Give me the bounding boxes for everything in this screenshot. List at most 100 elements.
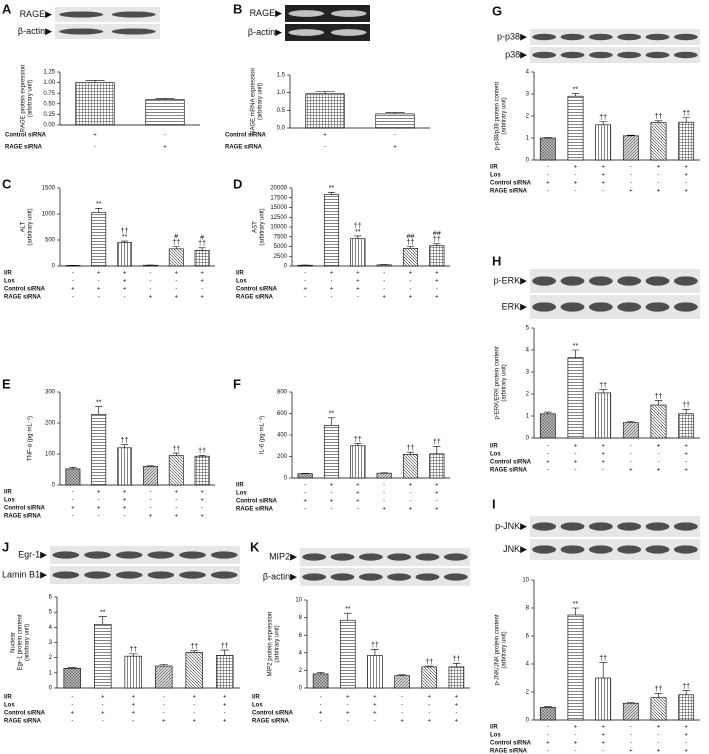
- condition-sign: -: [658, 733, 660, 739]
- error-bar: [69, 467, 77, 469]
- blot-band: [210, 551, 238, 559]
- panel-letter: E: [2, 376, 11, 391]
- condition-sign: +: [330, 287, 334, 293]
- blot-band: [147, 571, 175, 579]
- condition-sign: -: [685, 181, 687, 187]
- blot-label: p-p38▶: [497, 31, 527, 41]
- blot-label: RAGE▶: [250, 8, 283, 18]
- y-tick-label: 4: [299, 650, 303, 656]
- condition-label: Control siRNA: [252, 711, 294, 717]
- condition-label: RAGE siRNA: [4, 514, 42, 520]
- blot-band: [288, 29, 325, 36]
- blot-band: [358, 553, 383, 561]
- bar: [350, 238, 366, 267]
- condition-sign: -: [383, 287, 385, 293]
- condition-sign: -: [224, 711, 226, 717]
- condition-sign: -: [320, 719, 322, 725]
- bar: [124, 655, 142, 689]
- condition-sign: -: [331, 491, 333, 497]
- condition-sign: +: [435, 507, 439, 513]
- condition-sign: -: [383, 491, 385, 497]
- condition-sign: -: [304, 491, 306, 497]
- blot-band: [532, 302, 557, 312]
- bar: [376, 472, 392, 479]
- condition-sign: +: [149, 514, 153, 520]
- bar: [94, 623, 112, 689]
- blot-band: [617, 522, 642, 531]
- y-tick-label: 2: [299, 668, 303, 674]
- condition-label: RAGE siRNA: [225, 145, 263, 151]
- significance-mark: **: [573, 86, 579, 93]
- y-axis-label: (arbitrary unit): [502, 631, 508, 668]
- error-bar: [433, 243, 441, 246]
- bar: [194, 455, 210, 486]
- condition-label: Control siRNA: [490, 460, 532, 466]
- significance-mark: **: [355, 229, 361, 236]
- condition-sign: +: [684, 189, 688, 195]
- error-bar: [371, 648, 379, 656]
- condition-sign: +: [101, 695, 105, 701]
- condition-label: RAGE siRNA: [490, 468, 528, 474]
- blot-band: [330, 553, 355, 561]
- condition-sign: +: [356, 491, 360, 497]
- error-bar: [172, 246, 180, 249]
- blot-band: [59, 11, 104, 18]
- blot-label: β-actin▶: [263, 571, 297, 581]
- bar: [650, 122, 667, 161]
- condition-sign: -: [436, 499, 438, 505]
- blot-band: [617, 33, 642, 41]
- y-tick-label: 0: [284, 476, 288, 482]
- error-bar: [146, 465, 154, 467]
- blot-band: [288, 10, 325, 17]
- blot-band: [179, 551, 206, 559]
- error-bar: [159, 664, 168, 667]
- condition-sign: +: [400, 719, 404, 725]
- error-bar: [654, 693, 663, 698]
- significance-mark: **: [573, 343, 579, 350]
- y-tick-label: 20000: [270, 186, 287, 192]
- condition-sign: -: [132, 719, 134, 725]
- condition-sign: +: [373, 695, 377, 701]
- condition-sign: -: [163, 695, 165, 701]
- bar: [622, 422, 639, 439]
- blot-band: [673, 545, 698, 554]
- bar: [595, 677, 612, 721]
- panel-letter: G: [492, 3, 502, 18]
- condition-sign: +: [435, 295, 439, 301]
- condition-sign: +: [123, 279, 127, 285]
- condition-sign: +: [356, 499, 360, 505]
- error-bar: [425, 665, 433, 667]
- significance-mark: ††: [599, 114, 607, 121]
- error-bar: [406, 451, 415, 455]
- condition-sign: +: [303, 287, 307, 293]
- condition-sign: -: [410, 287, 412, 293]
- y-tick-label: 2500: [274, 254, 288, 260]
- condition-sign: -: [575, 189, 577, 195]
- y-axis-label: p-ERK/ERK protein content: [495, 346, 501, 419]
- condition-sign: -: [575, 749, 577, 754]
- y-axis-label: Egr-1 protein content: [18, 614, 24, 670]
- condition-label: I/R: [490, 165, 498, 171]
- blot-band: [588, 522, 613, 531]
- significance-mark: ††: [407, 445, 415, 452]
- blot-band: [302, 553, 327, 561]
- condition-sign: -: [575, 173, 577, 179]
- condition-sign: -: [401, 703, 403, 709]
- y-tick-label: 4: [49, 625, 53, 631]
- blot-band: [52, 571, 80, 579]
- significance-mark: ††: [172, 240, 180, 247]
- bar: [429, 453, 445, 479]
- condition-label: RAGE siRNA: [4, 719, 42, 725]
- bar: [350, 445, 366, 479]
- error-bar: [627, 134, 635, 136]
- condition-sign: +: [101, 711, 105, 717]
- condition-sign: +: [323, 133, 327, 139]
- y-axis-label: (arbitrary unit): [258, 83, 264, 120]
- error-bar: [571, 349, 580, 358]
- significance-mark: ††: [198, 448, 206, 455]
- condition-sign: -: [94, 145, 96, 151]
- condition-sign: +: [97, 271, 101, 277]
- condition-sign: -: [304, 483, 306, 489]
- bar: [323, 194, 340, 267]
- significance-mark: ††: [655, 114, 663, 121]
